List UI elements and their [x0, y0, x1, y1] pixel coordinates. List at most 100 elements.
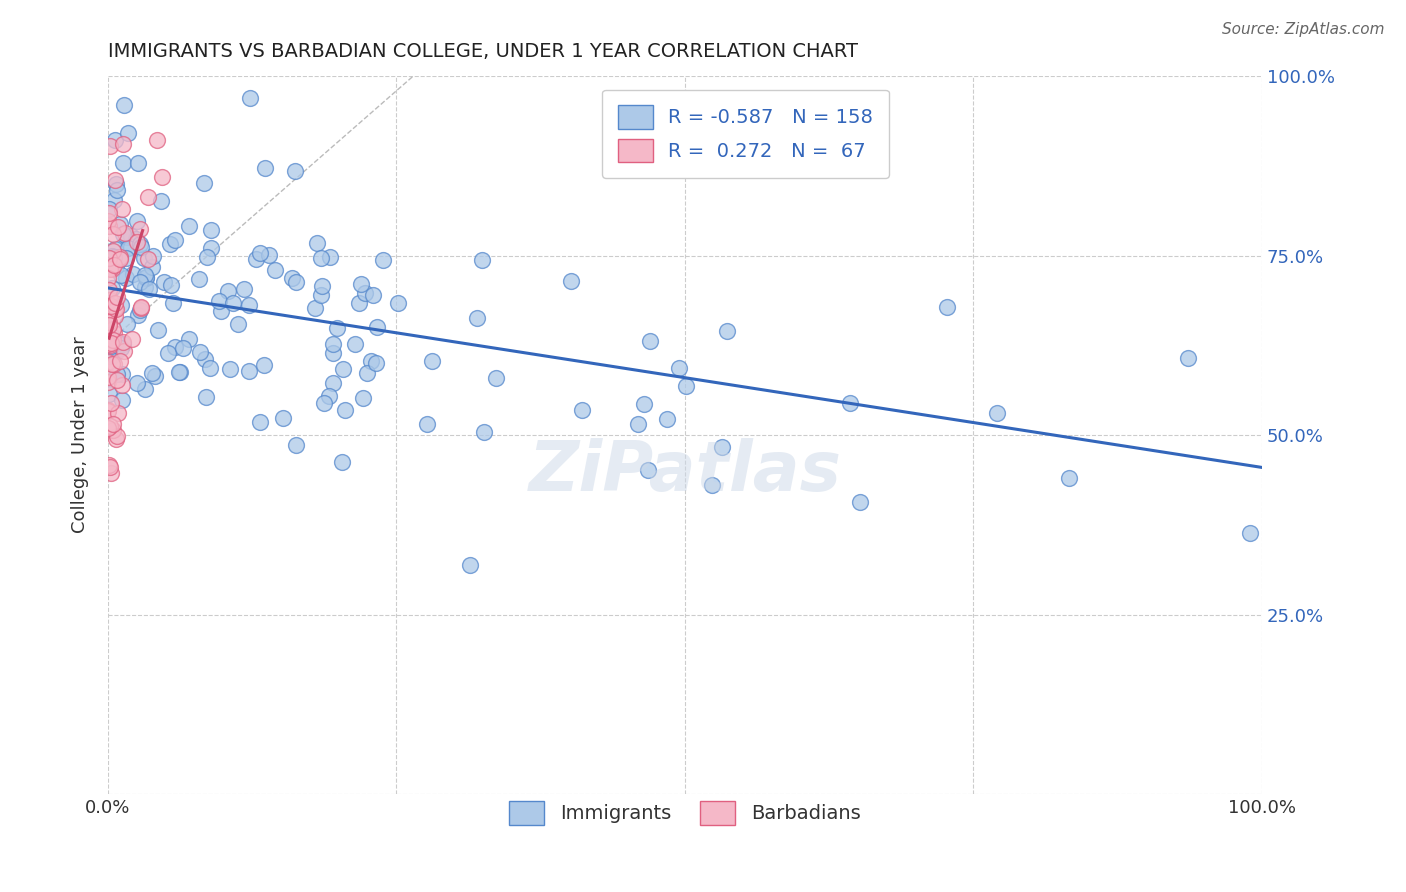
Point	[112, 343, 135, 358]
Point	[103, 227, 125, 241]
Point	[135, 269, 157, 284]
Point	[101, 244, 124, 259]
Point	[245, 252, 267, 267]
Point	[98, 284, 121, 298]
Point	[319, 251, 342, 265]
Point	[124, 231, 146, 245]
Point	[135, 271, 157, 285]
Point	[127, 376, 149, 390]
Point	[97, 213, 120, 227]
Point	[114, 251, 136, 265]
Point	[668, 360, 690, 375]
Point	[284, 437, 307, 451]
Point	[141, 260, 163, 274]
Point	[560, 274, 582, 288]
Point	[326, 320, 349, 334]
Point	[98, 262, 121, 277]
Point	[103, 250, 125, 264]
Point	[112, 137, 135, 152]
Point	[98, 460, 121, 475]
Point	[485, 371, 508, 385]
Point	[97, 421, 120, 435]
Point	[101, 262, 124, 277]
Point	[638, 334, 661, 348]
Point	[986, 406, 1008, 420]
Point	[1239, 525, 1261, 540]
Point	[142, 249, 165, 263]
Point	[104, 242, 127, 256]
Point	[120, 240, 142, 254]
Point	[103, 193, 125, 207]
Point	[115, 271, 138, 285]
Point	[100, 299, 122, 313]
Point	[637, 463, 659, 477]
Point	[112, 227, 135, 242]
Point	[716, 325, 738, 339]
Point	[332, 362, 354, 376]
Point	[200, 223, 222, 237]
Point	[103, 258, 125, 272]
Point	[128, 237, 150, 252]
Point	[101, 424, 124, 438]
Point	[111, 202, 134, 217]
Point	[101, 358, 124, 372]
Point	[101, 333, 124, 347]
Point	[281, 271, 304, 285]
Point	[1059, 471, 1081, 485]
Point	[284, 164, 307, 178]
Point	[98, 260, 121, 275]
Point	[226, 318, 249, 332]
Point	[366, 319, 388, 334]
Point	[353, 391, 375, 405]
Point	[134, 251, 156, 265]
Point	[103, 348, 125, 362]
Point	[107, 219, 129, 234]
Point	[249, 245, 271, 260]
Point	[309, 252, 332, 266]
Point	[330, 455, 353, 469]
Point	[104, 295, 127, 310]
Point	[104, 309, 127, 323]
Point	[98, 206, 121, 220]
Point	[117, 126, 139, 140]
Y-axis label: College, Under 1 year: College, Under 1 year	[72, 337, 89, 533]
Point	[105, 177, 128, 191]
Point	[98, 202, 121, 217]
Point	[108, 354, 131, 368]
Point	[136, 252, 159, 267]
Point	[188, 345, 211, 359]
Point	[347, 295, 370, 310]
Point	[167, 365, 190, 379]
Point	[97, 355, 120, 369]
Point	[98, 337, 121, 351]
Point	[177, 219, 200, 234]
Point	[285, 275, 308, 289]
Point	[105, 334, 128, 348]
Point	[655, 412, 678, 426]
Point	[120, 229, 142, 244]
Point	[103, 321, 125, 335]
Point	[209, 303, 232, 318]
Point	[110, 268, 132, 283]
Point	[103, 326, 125, 340]
Point	[111, 156, 134, 170]
Point	[253, 358, 276, 372]
Point	[222, 296, 245, 310]
Point	[138, 282, 160, 296]
Point	[129, 302, 152, 317]
Point	[238, 363, 260, 377]
Point	[195, 250, 218, 264]
Point	[194, 351, 217, 366]
Point	[98, 293, 121, 307]
Point	[100, 327, 122, 342]
Point	[105, 367, 128, 381]
Point	[108, 250, 131, 264]
Point	[98, 299, 121, 313]
Point	[129, 221, 152, 235]
Point	[387, 295, 409, 310]
Point	[98, 252, 121, 266]
Point	[103, 417, 125, 432]
Point	[129, 276, 152, 290]
Text: Source: ZipAtlas.com: Source: ZipAtlas.com	[1222, 22, 1385, 37]
Point	[98, 314, 121, 328]
